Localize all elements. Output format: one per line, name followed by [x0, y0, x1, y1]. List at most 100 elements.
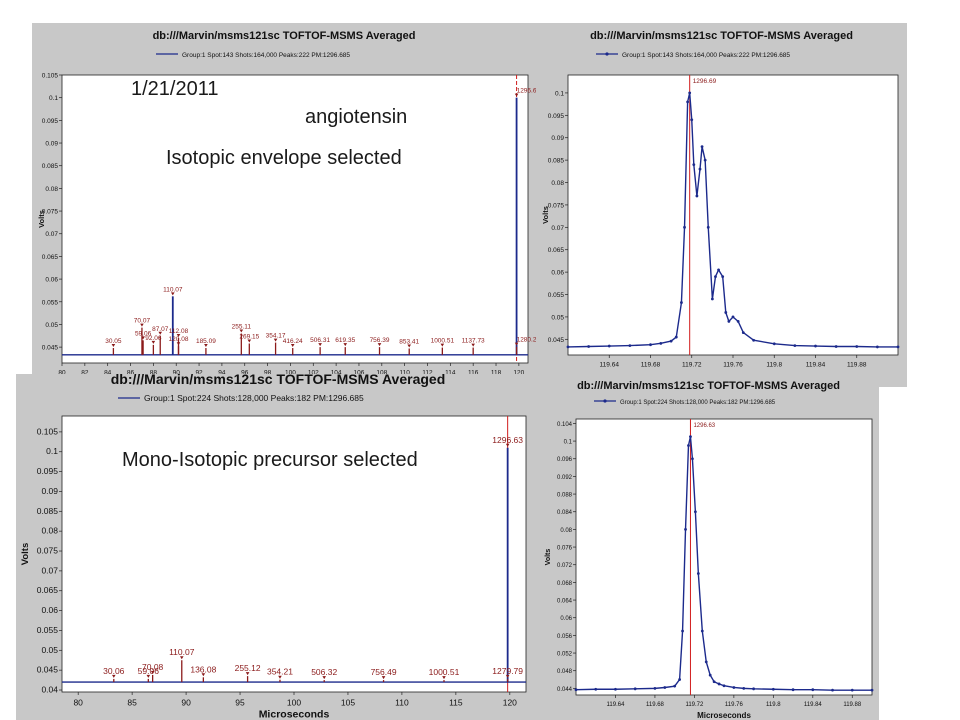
profile-point: [791, 688, 795, 692]
peak-label: 506.31: [310, 337, 330, 344]
y-tick-label: 0.105: [37, 426, 59, 436]
plot-area: [575, 418, 873, 696]
y-axis-label: Volts: [541, 206, 550, 224]
peak-marker: [111, 674, 116, 678]
profile-point: [704, 660, 708, 664]
x-tick-label: 119.88: [843, 702, 862, 708]
y-tick-label: 0.065: [42, 254, 59, 261]
peak-label: 255.11: [232, 324, 252, 331]
peak-label: 269.15: [239, 333, 259, 340]
x-tick-label: 119.8: [766, 702, 781, 708]
y-tick-label: 0.072: [557, 563, 573, 569]
profile-point: [717, 682, 721, 686]
y-tick-label: 0.064: [557, 599, 573, 605]
x-tick-label: 119.68: [641, 362, 661, 369]
profile-point: [721, 275, 725, 278]
peak-label: 59.06: [138, 666, 160, 676]
legend-marker: [603, 399, 607, 403]
peak-marker: [273, 338, 278, 342]
chart-title: db:///Marvin/msms121sc TOFTOF-MSMS Avera…: [111, 374, 446, 387]
x-tick-label: 119.72: [682, 362, 702, 369]
x-tick-label: 119.8: [766, 362, 782, 369]
peak-marker: [471, 343, 475, 347]
profile-point: [687, 444, 690, 447]
y-tick-label: 0.05: [45, 322, 58, 329]
y-tick-label: 0.105: [42, 73, 59, 80]
peak-marker: [290, 344, 295, 348]
y-tick-label: 0.06: [41, 605, 58, 615]
y-tick-label: 0.095: [548, 113, 565, 120]
x-axis-label: Microseconds: [697, 711, 751, 720]
peak-label: 110.07: [163, 286, 183, 293]
peak-marker: [204, 344, 208, 348]
y-tick-label: 0.076: [557, 546, 573, 552]
y-tick-label: 0.048: [557, 669, 573, 675]
peak-label: 506.32: [311, 667, 337, 677]
peak-marker: [176, 334, 181, 338]
x-tick-label: 110: [399, 370, 410, 377]
y-tick-label: 0.056: [557, 634, 573, 640]
y-tick-label: 0.08: [45, 186, 58, 193]
peak-label: 112.08: [169, 328, 189, 335]
mono-isotopic-annotation: Mono-Isotopic precursor selected: [122, 449, 418, 471]
peak-marker: [440, 343, 445, 347]
legend-label: Group:1 Spot:224 Shots:128,000 Peaks:182…: [144, 393, 364, 403]
profile-point: [693, 510, 697, 514]
y-tick-label: 0.1: [564, 440, 573, 446]
profile-point: [732, 686, 736, 689]
y-tick-label: 0.1: [49, 95, 58, 102]
peak-label: 87.07: [152, 326, 169, 333]
peak-marker: [322, 676, 327, 680]
peak-label: 354.17: [266, 333, 286, 340]
profile-point: [633, 687, 637, 691]
peak-marker: [407, 344, 412, 348]
y-tick-label: 0.052: [557, 652, 573, 658]
peak-marker: [239, 329, 244, 333]
y-tick-label: 0.095: [42, 118, 59, 125]
plot-area: [61, 415, 527, 693]
y-tick-label: 0.045: [42, 345, 59, 352]
y-tick-label: 0.104: [557, 422, 573, 428]
plot-area: [61, 74, 529, 364]
profile-point: [708, 673, 712, 677]
profile-point: [771, 687, 775, 691]
x-tick-label: 119.76: [723, 362, 743, 369]
profile-point: [683, 225, 686, 229]
peak-marker: [318, 343, 322, 347]
y-tick-label: 0.07: [551, 225, 564, 232]
peak-label: 853.41: [399, 338, 419, 345]
y-tick-label: 0.075: [42, 209, 59, 216]
x-tick-label: 119.76: [725, 702, 744, 708]
peak-label: 70.07: [134, 318, 151, 325]
chart-title: db:///Marvin/msms121sc TOFTOF-MSMS Avera…: [590, 30, 853, 42]
y-axis-label: Volts: [37, 210, 46, 228]
chart-svg-bottom-right: db:///Marvin/msms121sc TOFTOF-MSMS Avera…: [545, 380, 874, 720]
y-tick-label: 0.055: [42, 299, 59, 306]
profile-point: [696, 572, 700, 575]
profile-point: [689, 435, 692, 439]
x-tick-label: 116: [468, 370, 479, 377]
peak-marker: [140, 323, 144, 327]
profile-point: [742, 686, 746, 690]
profile-point: [712, 680, 716, 684]
profile-point: [680, 301, 683, 304]
peak-label: 92.06: [145, 335, 162, 342]
y-tick-label: 0.044: [557, 687, 573, 693]
profile-point: [628, 344, 632, 347]
peak-marker: [505, 443, 510, 447]
plot-area: [567, 74, 899, 356]
x-tick-label: 102: [308, 370, 319, 377]
y-tick-label: 0.075: [37, 546, 59, 556]
profile-point: [722, 684, 726, 688]
peak-label: 136.08: [190, 664, 216, 674]
chart-svg-top-right: db:///Marvin/msms121sc TOFTOF-MSMS Avera…: [541, 30, 900, 369]
profile-point: [727, 320, 731, 323]
profile-point: [678, 678, 681, 681]
peak-marker: [505, 674, 510, 678]
x-tick-label: 108: [376, 370, 387, 377]
peak-marker: [278, 675, 282, 679]
y-tick-label: 0.09: [551, 135, 564, 142]
peak-label: 1000.51: [431, 338, 455, 345]
peak-marker: [201, 673, 206, 677]
chart-title: db:///Marvin/msms121sc TOFTOF-MSMS Avera…: [153, 30, 416, 42]
